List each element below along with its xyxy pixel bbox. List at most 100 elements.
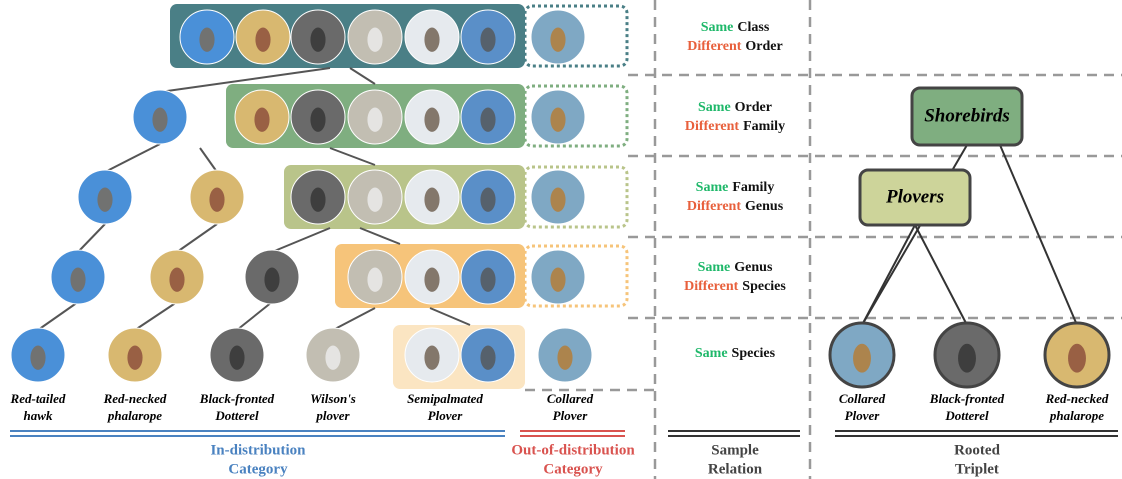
bird-body [70, 267, 86, 292]
bird-body [367, 107, 383, 132]
tree-edge [176, 223, 218, 253]
bird-body [424, 107, 440, 132]
footer-label: In-distribution [210, 442, 306, 458]
triplet-edge [861, 224, 916, 326]
bird-body [480, 267, 496, 292]
relation-same-word: Same [695, 346, 728, 361]
ood-box [523, 84, 629, 148]
relation-different-word: Different [687, 39, 741, 54]
ood-box [523, 4, 629, 68]
footer-label: Triplet [955, 461, 999, 477]
bird-body [550, 27, 566, 52]
relation-same: Same Order [698, 100, 772, 115]
bird-body [97, 187, 113, 212]
relation-different: Different Family [685, 119, 785, 134]
relation-same-word: Same [698, 260, 731, 275]
tree-edge [429, 307, 471, 326]
bird-body [958, 343, 976, 373]
leaf-label: plover [315, 408, 350, 423]
relation-different: Different Species [684, 279, 786, 294]
relation-same-word: Same [698, 100, 731, 115]
bird-body [367, 187, 383, 212]
leaf-label: Semipalmated [407, 391, 483, 406]
relation-different-level: Order [745, 39, 782, 54]
bird-body [424, 267, 440, 292]
footer-label: Category [543, 461, 603, 477]
triplet-leaf-label: Collared [839, 391, 886, 406]
bird-body [30, 345, 46, 370]
relation-different-level: Family [743, 119, 785, 134]
footer-label: Sample [711, 442, 759, 458]
leaf-label: Wilson's [310, 391, 356, 406]
bird-body [557, 345, 573, 370]
relation-different-word: Different [687, 199, 741, 214]
bird-body [367, 267, 383, 292]
bird-body [550, 267, 566, 292]
relation-same-level: Order [735, 100, 772, 115]
triplet-leaf-label: Dotterel [944, 408, 989, 423]
tree-edge [104, 143, 161, 173]
inner-label: Plovers [885, 186, 944, 207]
footer-label: Rooted [954, 442, 1000, 458]
bird-body [209, 187, 225, 212]
tree-edge [349, 67, 376, 85]
bird-body [424, 345, 440, 370]
bird-body [424, 27, 440, 52]
leaf-label: Dotterel [214, 408, 259, 423]
tree-edge [77, 223, 106, 253]
leaf-label: Plover [428, 408, 464, 423]
relation-same-word: Same [696, 180, 729, 195]
ood-box [523, 165, 629, 229]
bird-body [480, 27, 496, 52]
relation-different-word: Different [685, 119, 739, 134]
relation-same-level: Family [732, 180, 774, 195]
tree-edge [236, 301, 273, 331]
bird-body [424, 187, 440, 212]
root-node [910, 86, 1024, 147]
relation-different: Different Genus [687, 199, 784, 214]
bird-body [1068, 343, 1086, 373]
bird-body [310, 27, 326, 52]
bird-body [169, 267, 185, 292]
relation-different-level: Species [742, 279, 786, 294]
bird-body [550, 107, 566, 132]
leaf-label: Red-necked [103, 391, 167, 406]
bird-body [310, 187, 326, 212]
leaf-label: Collared [547, 391, 594, 406]
ood-box [523, 244, 629, 308]
leaf-label: Black-fronted [199, 391, 275, 406]
relation-same: Same Genus [698, 260, 773, 275]
tree-edge [159, 67, 331, 93]
footer-label: Out-of-distribution [511, 442, 635, 458]
tree-edge [37, 301, 79, 331]
tree-edge [332, 307, 376, 331]
leaf-label: Plover [553, 408, 589, 423]
bird-body [229, 345, 245, 370]
bird-body [480, 345, 496, 370]
triplet-edge [914, 224, 968, 326]
inner-node [858, 168, 972, 227]
relation-same-word: Same [701, 20, 734, 35]
tree-edge [134, 301, 178, 331]
bird-body [199, 27, 215, 52]
bird-body [325, 345, 341, 370]
relation-same-level: Class [737, 20, 769, 35]
relation-same-level: Genus [734, 260, 773, 275]
bird-body [127, 345, 143, 370]
root-label: Shorebirds [924, 105, 1010, 126]
bird-body [550, 187, 566, 212]
relation-same-level: Species [732, 346, 776, 361]
footer-label: Category [228, 461, 288, 477]
tree-edge [271, 227, 331, 253]
bird-body [254, 107, 270, 132]
leaf-label: hawk [24, 408, 53, 423]
triplet-leaf-label: phalarope [1049, 408, 1104, 423]
relation-same: Same Class [701, 20, 770, 35]
bird-body [264, 267, 280, 292]
relation-different-level: Genus [745, 199, 784, 214]
bird-body [255, 27, 271, 52]
bird-body [480, 187, 496, 212]
triplet-leaf-label: Black-fronted [929, 391, 1005, 406]
relation-same: Same Family [696, 180, 775, 195]
